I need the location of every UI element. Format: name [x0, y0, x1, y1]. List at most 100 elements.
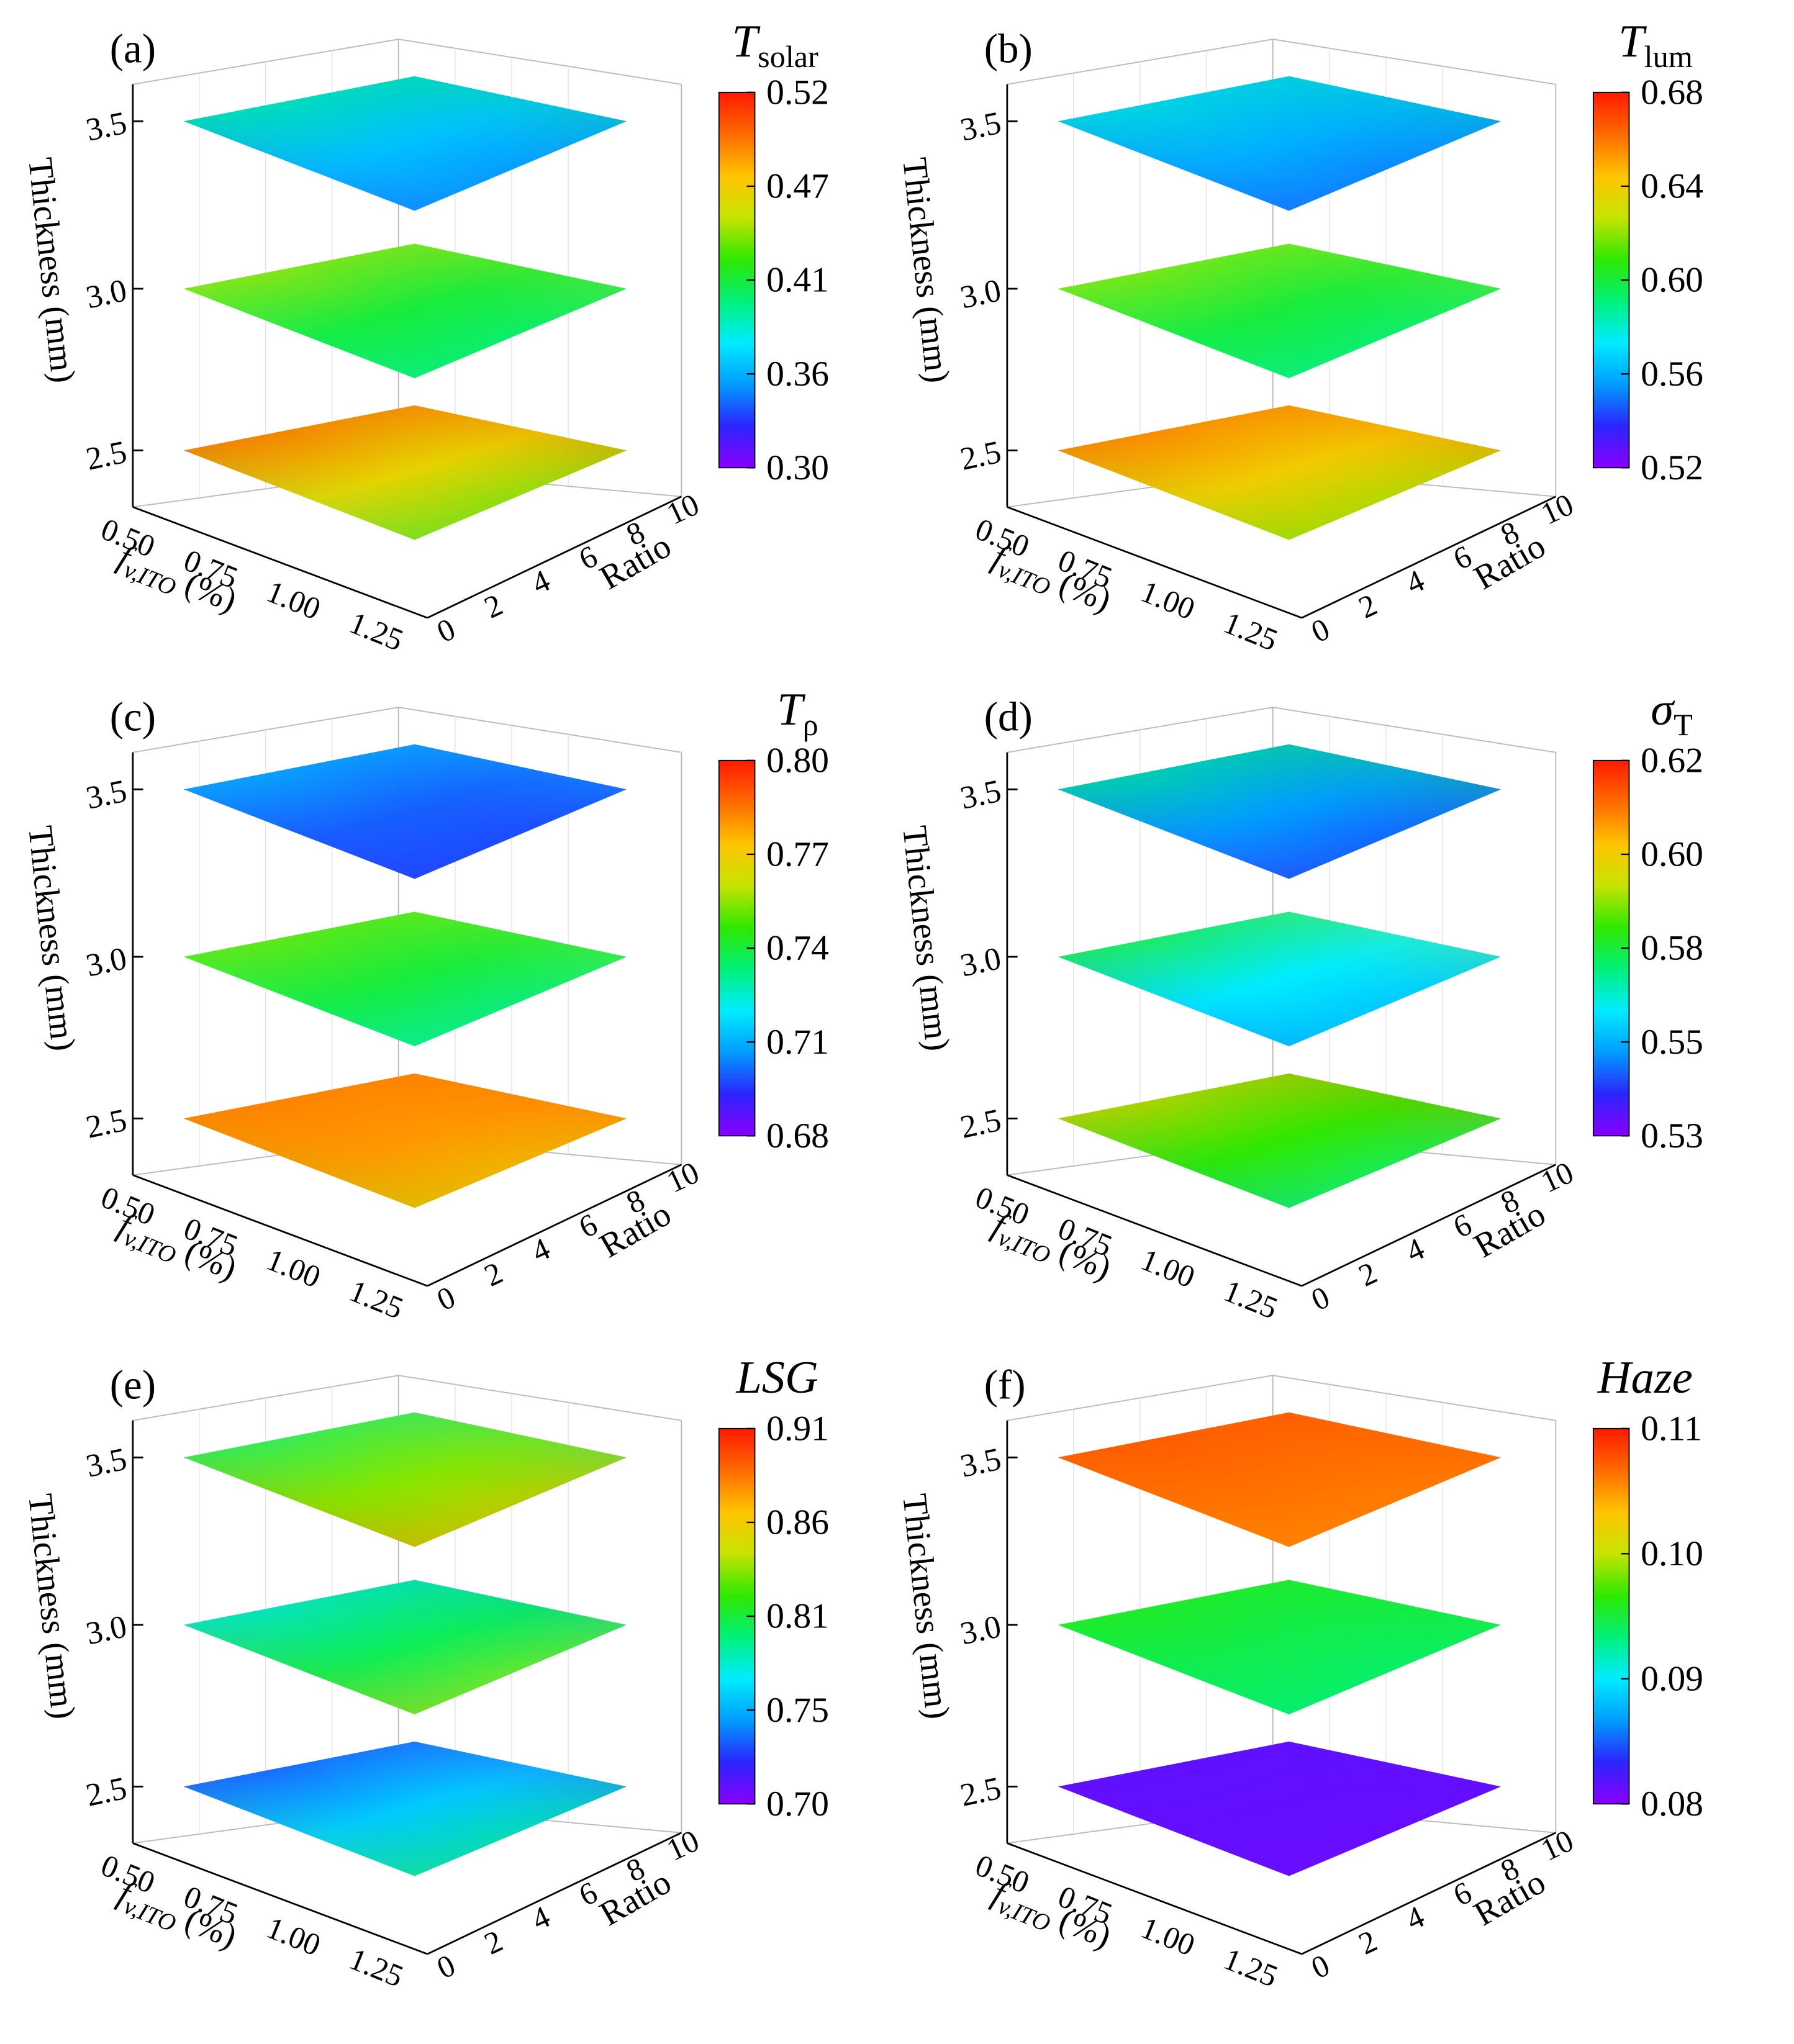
y-tick-label: 10 — [1536, 1823, 1579, 1868]
y-tick-label: 10 — [1536, 1155, 1579, 1200]
surface-shade — [183, 243, 627, 379]
surface-shade — [183, 744, 627, 879]
x-tick-label: 1.25 — [1219, 1273, 1282, 1326]
colorbar-title: LSG — [736, 1352, 818, 1403]
surface-shade — [1058, 1073, 1502, 1208]
colorbar-title: Haze — [1597, 1352, 1693, 1403]
surface-shade — [1058, 243, 1502, 379]
y-tick-label: 2 — [479, 1923, 507, 1961]
y-tick-label: 0 — [432, 1947, 460, 1985]
colorbar-tick-label: 0.30 — [766, 448, 829, 487]
y-tick-label: 0 — [1306, 611, 1334, 649]
y-tick-label: 0 — [432, 611, 460, 649]
surface-shade — [183, 1412, 627, 1547]
colorbar-tick-label: 0.86 — [766, 1503, 829, 1542]
colorbar-tick-label: 0.60 — [1641, 835, 1703, 874]
surface-shade — [1058, 744, 1502, 879]
x-tick-label: 1.25 — [1219, 605, 1282, 658]
colorbar-tick-label: 0.62 — [1641, 741, 1703, 780]
z-tick-label: 2.5 — [958, 435, 1005, 477]
y-tick-label: 2 — [1353, 1255, 1382, 1293]
z-tick-label: 3.5 — [83, 773, 130, 816]
x-axis-label: fv,ITO (%) — [111, 1874, 242, 1960]
colorbar-tick-label: 0.10 — [1641, 1534, 1703, 1573]
colorbar-tick-label: 0.77 — [766, 835, 829, 874]
colorbar-tick-label: 0.75 — [766, 1691, 829, 1730]
colorbar-title: σT — [1651, 684, 1692, 742]
z-tick-label: 3.5 — [83, 1441, 130, 1484]
x-tick-label: 1.00 — [262, 574, 325, 626]
colorbar-tick-label: 0.74 — [766, 929, 829, 968]
z-tick-label: 2.5 — [83, 1771, 130, 1814]
y-tick-label: 4 — [527, 1899, 555, 1937]
panel-label: (a) — [110, 25, 156, 71]
surface-shade — [183, 76, 627, 211]
z-tick-label: 3.5 — [958, 105, 1005, 148]
panel-label: (c) — [110, 694, 156, 739]
y-tick-label: 10 — [661, 1155, 704, 1200]
surface-shade — [1058, 1412, 1502, 1547]
z-tick-label: 3.5 — [958, 1441, 1005, 1484]
colorbar-tick-label: 0.91 — [766, 1409, 829, 1448]
x-tick-label: 1.25 — [345, 1941, 408, 1994]
z-tick-label: 3.0 — [83, 273, 130, 315]
y-tick-label: 4 — [1401, 1231, 1429, 1268]
z-tick-label: 3.0 — [958, 941, 1005, 984]
y-tick-label: 4 — [1401, 563, 1429, 600]
surface-shade — [1058, 405, 1502, 540]
x-axis-label: fv,ITO (%) — [985, 538, 1117, 624]
axis-box — [132, 1375, 682, 1955]
x-axis-label: fv,ITO (%) — [985, 1874, 1117, 1960]
z-tick-label: 2.5 — [958, 1103, 1005, 1146]
y-tick-label: 2 — [479, 587, 507, 625]
z-axis-label: Thickness (mm) — [895, 824, 957, 1053]
surface-shade — [1058, 76, 1502, 211]
y-tick-label: 0 — [1306, 1279, 1334, 1317]
x-tick-label: 1.25 — [345, 605, 408, 658]
y-tick-label: 10 — [661, 1823, 704, 1868]
x-tick-label: 1.25 — [1219, 1941, 1282, 1994]
y-tick-label: 4 — [1401, 1899, 1429, 1937]
colorbar-title: Tρ — [777, 684, 818, 742]
colorbar-tick-label: 0.64 — [1641, 167, 1703, 206]
z-tick-label: 3.0 — [958, 1609, 1005, 1652]
x-tick-label: 1.00 — [1136, 574, 1200, 626]
colorbar-tick-label: 0.58 — [1641, 929, 1703, 968]
surface-shade — [183, 405, 627, 540]
z-tick-label: 2.5 — [958, 1771, 1005, 1814]
z-tick-label: 3.0 — [83, 941, 130, 984]
y-tick-label: 4 — [527, 1231, 555, 1268]
surface-shade — [183, 1580, 627, 1715]
colorbar-tick-label: 0.09 — [1641, 1659, 1703, 1698]
colorbar-tick-label: 0.68 — [766, 1116, 829, 1155]
x-tick-label: 1.00 — [1136, 1910, 1200, 1963]
colorbar-tick-label: 0.11 — [1641, 1409, 1702, 1448]
z-tick-label: 3.0 — [83, 1609, 130, 1652]
z-axis-label: Thickness (mm) — [20, 156, 83, 385]
z-tick-label: 3.0 — [958, 273, 1005, 315]
surface-shade — [1058, 911, 1502, 1047]
x-tick-label: 1.25 — [345, 1273, 408, 1326]
x-tick-label: 1.00 — [262, 1242, 325, 1295]
colorbar-tick-label: 0.53 — [1641, 1116, 1703, 1155]
z-tick-label: 3.5 — [958, 773, 1005, 816]
z-axis-label: Thickness (mm) — [895, 156, 957, 385]
y-tick-label: 10 — [661, 487, 704, 531]
colorbar-tick-label: 0.60 — [1641, 261, 1703, 300]
colorbar-tick-label: 0.55 — [1641, 1023, 1703, 1062]
colorbar-tick-label: 0.36 — [766, 355, 829, 394]
y-tick-label: 2 — [1353, 1923, 1382, 1961]
surface-shade — [1058, 1580, 1502, 1715]
surface-shade — [1058, 1741, 1502, 1876]
colorbar-tick-label: 0.52 — [766, 73, 829, 112]
panel-label: (f) — [984, 1362, 1026, 1408]
surface-shade — [183, 911, 627, 1047]
colorbar-tick-label: 0.70 — [766, 1784, 829, 1824]
y-tick-label: 0 — [432, 1279, 460, 1317]
z-tick-label: 2.5 — [83, 435, 130, 477]
